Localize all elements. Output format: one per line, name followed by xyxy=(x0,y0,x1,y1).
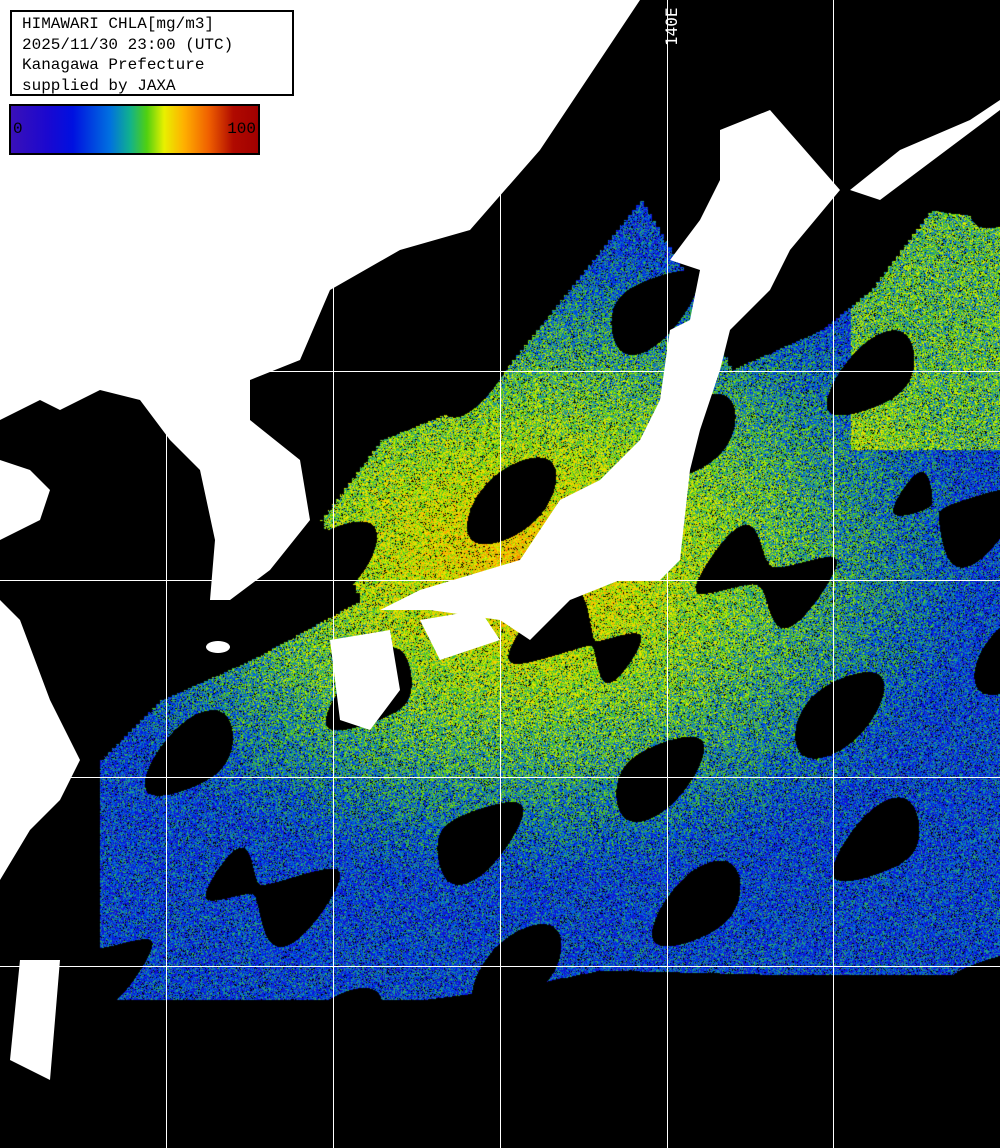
product-title: HIMAWARI CHLA[mg/m3] xyxy=(22,15,215,33)
china-coast-south xyxy=(0,600,80,880)
china-coast-north xyxy=(0,460,50,540)
provider-prefecture: Kanagawa Prefecture xyxy=(22,56,205,74)
longitude-label: 140E xyxy=(662,7,681,46)
island xyxy=(402,132,422,164)
colorbar-legend: 0 100 xyxy=(9,104,260,155)
sakhalin-kurils xyxy=(850,100,1000,200)
colorbar-max-label: 100 xyxy=(227,120,256,138)
taiwan xyxy=(10,960,60,1080)
shikoku xyxy=(420,610,500,660)
data-credit: supplied by JAXA xyxy=(22,76,176,95)
latitude-label-south: 30N xyxy=(14,758,43,777)
colorbar-min-label: 0 xyxy=(13,120,23,138)
timestamp: 2025/11/30 23:00 (UTC) xyxy=(22,35,234,54)
jeju-island xyxy=(206,641,230,653)
kyushu xyxy=(330,630,400,730)
info-box: HIMAWARI CHLA[mg/m3] 2025/11/30 23:00 (U… xyxy=(10,10,294,96)
latitude-label-north: 40N xyxy=(12,351,41,370)
honshu-hokkaido xyxy=(380,110,840,640)
